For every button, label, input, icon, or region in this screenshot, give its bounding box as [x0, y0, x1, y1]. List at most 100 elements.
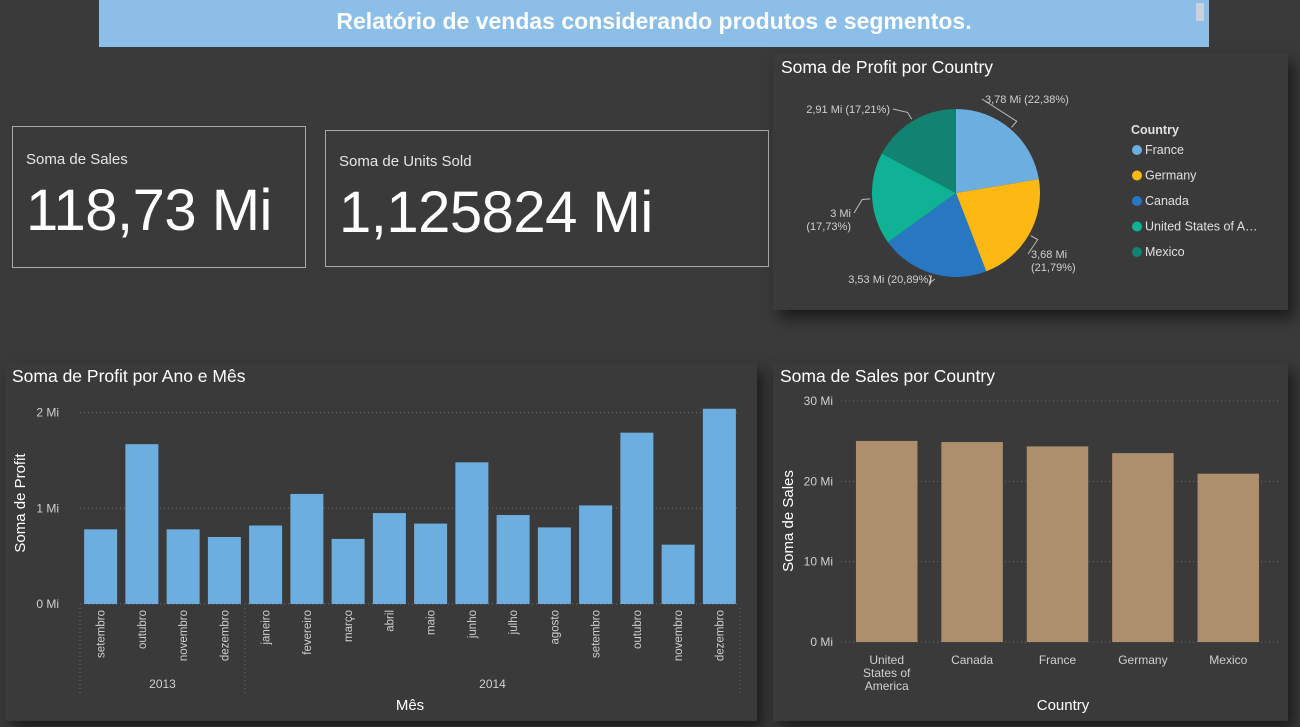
profit-by-month-panel[interactable]: Soma de Profit por Ano e Mês 0 Mi 1 Mi 2 M…	[5, 363, 757, 721]
profit-x-tick-label: outubro	[632, 610, 644, 649]
pie-slice-france[interactable]	[956, 109, 1039, 193]
sales-x-tick-label: America	[865, 679, 909, 693]
pie-legend-marker	[1132, 247, 1142, 257]
pie-leader-line	[853, 198, 871, 214]
profit-bar[interactable]	[125, 444, 159, 604]
pie-legend-item: Canada	[1145, 194, 1189, 208]
profit-x-tick-label: junho	[467, 610, 479, 639]
profit-chart-svg: 0 Mi 1 Mi 2 Mi setembro outubro novembro dezem…	[12, 406, 741, 714]
pie-leader-line	[981, 98, 1018, 128]
pie-legend-item: Mexico	[1145, 245, 1185, 259]
profit-x-tick-label: outubro	[137, 610, 149, 649]
pie-data-label: 3 Mi	[830, 208, 851, 220]
profit-bar[interactable]	[207, 537, 241, 604]
pie-data-label: 3,78 Mi (22,38%)	[985, 94, 1069, 106]
sales-y-tick-label: 20 Mi	[804, 474, 833, 488]
sales-bar[interactable]	[1026, 446, 1089, 642]
sales-y-tick-label: 0 Mi	[810, 635, 833, 649]
pie-slice-united-states-of-america[interactable]	[872, 153, 956, 243]
profit-x-tick-label: dezembro	[714, 610, 726, 661]
profit-x-tick-label: setembro	[591, 610, 603, 658]
sales-x-tick-label: France	[1039, 653, 1077, 667]
pie-slice-canada[interactable]	[887, 193, 987, 277]
profit-bar[interactable]	[661, 544, 695, 604]
pie-slice-germany[interactable]	[956, 179, 1040, 272]
profit-x-tick-label: julho	[508, 610, 520, 635]
pie-legend-title: Country	[1131, 123, 1179, 137]
profit-y-tick-label: 2 Mi	[36, 406, 59, 420]
pie-legend-item: United States of A…	[1145, 220, 1258, 234]
units-card: Soma de Units Sold 1,125824 Mi	[325, 130, 769, 267]
sales-y-tick-label: 10 Mi	[804, 555, 833, 569]
sales-chart-title: Soma de Sales por Country	[780, 366, 995, 386]
profit-x-tick-label: janeiro	[261, 610, 273, 646]
sales-x-tick-label: Mexico	[1209, 653, 1247, 667]
pie-legend-item: Germany	[1145, 169, 1197, 183]
sales-card-label: Soma de Sales	[26, 151, 128, 168]
profit-bar[interactable]	[414, 523, 448, 604]
sales-card-value: 118,73 Mi	[26, 178, 272, 243]
pie-legend-marker	[1132, 145, 1142, 155]
units-card-value: 1,125824 Mi	[339, 180, 653, 245]
profit-bar[interactable]	[702, 408, 736, 604]
profit-bar[interactable]	[331, 538, 365, 604]
pie-legend-marker	[1132, 170, 1142, 181]
profit-bar[interactable]	[84, 529, 118, 604]
pie-leader-line	[1027, 235, 1039, 255]
profit-bar[interactable]	[455, 462, 489, 604]
profit-bar[interactable]	[166, 529, 200, 604]
profit-bar[interactable]	[620, 432, 654, 604]
sales-x-tick-label: States of	[863, 666, 911, 680]
sales-y-tick-label: 30 Mi	[804, 394, 833, 408]
profit-x-tick-label: setembro	[96, 610, 108, 658]
sales-bar[interactable]	[855, 440, 918, 642]
pie-legend-marker	[1132, 221, 1142, 232]
profit-x-tick-label: maio	[426, 610, 438, 635]
profit-y-tick-label: 1 Mi	[36, 501, 59, 515]
sales-bar[interactable]	[941, 442, 1003, 642]
profit-bar[interactable]	[496, 514, 530, 604]
pie-data-label: (17,73%)	[806, 221, 851, 233]
profit-bar[interactable]	[579, 505, 613, 604]
profit-x-tick-label: abril	[384, 610, 396, 632]
pie-chart-title: Soma de Profit por Country	[781, 57, 994, 77]
pie-legend-item: France	[1145, 143, 1184, 157]
report-title: Relatório de vendas considerando produto…	[336, 8, 972, 34]
pie-legend-marker	[1132, 196, 1142, 206]
pie-data-label: 2,91 Mi (17,21%)	[806, 104, 890, 116]
profit-x-tick-label: março	[343, 610, 355, 642]
profit-year-label: 2014	[479, 677, 506, 691]
pie-data-label: (21,79%)	[1031, 262, 1076, 274]
report-title-banner: Relatório de vendas considerando produto…	[99, 0, 1209, 47]
profit-x-tick-label: agosto	[549, 610, 561, 645]
profit-bar[interactable]	[290, 493, 324, 604]
sales-x-axis-title: Country	[1037, 697, 1090, 714]
profit-x-tick-label: dezembro	[219, 610, 231, 661]
pie-leader-line	[928, 275, 936, 285]
sales-x-tick-label: Canada	[951, 653, 993, 667]
pie-data-label: 3,68 Mi	[1031, 249, 1067, 261]
profit-x-tick-label: fevereiro	[302, 610, 314, 655]
sales-card: Soma de Sales 118,73 Mi	[12, 126, 306, 268]
profit-bar[interactable]	[372, 513, 406, 604]
pie-chart-svg: 3,78 Mi (22,38%) 3,68 Mi(21,79%) 3,53 Mi (…	[806, 94, 1258, 286]
pie-data-label: 3,53 Mi (20,89%)	[848, 274, 932, 286]
profit-x-tick-label: novembro	[178, 610, 190, 661]
profit-x-tick-label: novembro	[673, 610, 685, 661]
profit-x-axis-title: Mês	[396, 697, 424, 714]
profit-year-label: 2013	[149, 677, 176, 691]
sales-bar[interactable]	[1197, 473, 1260, 642]
profit-by-country-pie-panel[interactable]: Soma de Profit por Country 3,78 Mi (22,3…	[773, 53, 1288, 310]
profit-chart-title: Soma de Profit por Ano e Mês	[12, 366, 246, 386]
profit-bar[interactable]	[249, 525, 283, 604]
banner-scrollbar-thumb[interactable]	[1196, 3, 1204, 21]
profit-bar[interactable]	[537, 527, 571, 604]
sales-bar[interactable]	[1112, 453, 1174, 642]
sales-x-tick-label: United	[869, 653, 904, 667]
units-card-label: Soma de Units Sold	[339, 153, 472, 170]
pie-leader-line	[892, 108, 913, 120]
pie-slice-mexico[interactable]	[881, 109, 956, 193]
sales-by-country-panel[interactable]: Soma de Sales por Country 0 Mi 10 Mi 20 Mi…	[773, 363, 1288, 721]
profit-y-tick-label: 0 Mi	[36, 597, 59, 611]
